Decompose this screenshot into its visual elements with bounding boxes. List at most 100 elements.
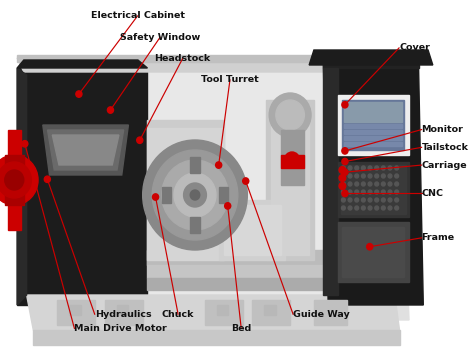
Circle shape — [382, 190, 385, 194]
Polygon shape — [344, 130, 402, 134]
Polygon shape — [217, 305, 228, 315]
Circle shape — [355, 190, 359, 194]
Circle shape — [342, 190, 348, 197]
Circle shape — [342, 148, 348, 154]
Polygon shape — [27, 75, 409, 320]
Polygon shape — [337, 162, 409, 217]
Circle shape — [284, 152, 300, 168]
Circle shape — [395, 166, 399, 170]
Circle shape — [382, 206, 385, 210]
Text: Hydraulics: Hydraulics — [95, 310, 151, 319]
Polygon shape — [340, 165, 406, 214]
Polygon shape — [47, 130, 124, 170]
Text: Bed: Bed — [231, 324, 251, 333]
Circle shape — [137, 137, 143, 143]
Circle shape — [183, 183, 206, 207]
Polygon shape — [17, 55, 404, 62]
Circle shape — [395, 182, 399, 186]
Circle shape — [269, 93, 311, 137]
Polygon shape — [147, 250, 323, 265]
Circle shape — [348, 182, 352, 186]
Circle shape — [342, 169, 348, 175]
Circle shape — [348, 166, 352, 170]
Circle shape — [44, 176, 50, 182]
Circle shape — [368, 190, 372, 194]
Polygon shape — [17, 60, 147, 68]
Circle shape — [225, 203, 231, 209]
Polygon shape — [344, 142, 402, 146]
Polygon shape — [323, 65, 423, 305]
Circle shape — [339, 166, 346, 174]
Circle shape — [362, 206, 365, 210]
Text: Monitor: Monitor — [421, 125, 464, 134]
Polygon shape — [147, 120, 224, 265]
Circle shape — [362, 174, 365, 178]
Polygon shape — [43, 125, 128, 175]
Text: CNC: CNC — [421, 189, 444, 198]
Text: Tailstock: Tailstock — [421, 143, 469, 152]
Circle shape — [382, 174, 385, 178]
Circle shape — [375, 190, 379, 194]
Polygon shape — [271, 105, 309, 255]
Circle shape — [22, 141, 28, 147]
Text: Main Drive Motor: Main Drive Motor — [74, 324, 167, 333]
Polygon shape — [264, 305, 276, 315]
Circle shape — [388, 190, 392, 194]
Circle shape — [341, 190, 345, 194]
Circle shape — [339, 182, 346, 190]
Circle shape — [341, 206, 345, 210]
Circle shape — [0, 155, 38, 205]
Circle shape — [348, 198, 352, 202]
Circle shape — [395, 174, 399, 178]
Polygon shape — [147, 278, 323, 290]
Circle shape — [355, 206, 359, 210]
Circle shape — [375, 198, 379, 202]
Circle shape — [362, 182, 365, 186]
Polygon shape — [219, 187, 228, 203]
Circle shape — [348, 190, 352, 194]
Polygon shape — [33, 330, 400, 345]
Polygon shape — [266, 100, 314, 260]
Polygon shape — [281, 130, 304, 185]
Circle shape — [362, 198, 365, 202]
Polygon shape — [105, 300, 143, 325]
Polygon shape — [57, 300, 95, 325]
Circle shape — [368, 182, 372, 186]
Circle shape — [153, 194, 159, 200]
Polygon shape — [190, 217, 200, 233]
Circle shape — [375, 206, 379, 210]
Polygon shape — [147, 265, 323, 278]
Circle shape — [348, 174, 352, 178]
Circle shape — [362, 190, 365, 194]
Circle shape — [388, 182, 392, 186]
Polygon shape — [69, 305, 81, 315]
Circle shape — [342, 158, 348, 165]
Text: Electrical Cabinet: Electrical Cabinet — [91, 11, 184, 21]
Circle shape — [395, 198, 399, 202]
Text: Chuck: Chuck — [162, 310, 194, 319]
Circle shape — [342, 102, 348, 108]
Circle shape — [368, 174, 372, 178]
Circle shape — [395, 190, 399, 194]
Polygon shape — [344, 136, 402, 140]
Polygon shape — [17, 58, 411, 72]
Polygon shape — [147, 72, 323, 295]
Circle shape — [382, 182, 385, 186]
Circle shape — [216, 162, 222, 168]
Polygon shape — [52, 135, 119, 165]
Text: Cover: Cover — [399, 43, 430, 53]
Circle shape — [382, 166, 385, 170]
Circle shape — [341, 166, 345, 170]
Polygon shape — [323, 58, 419, 68]
Polygon shape — [337, 95, 409, 155]
Polygon shape — [190, 157, 200, 173]
Circle shape — [341, 174, 345, 178]
Circle shape — [395, 206, 399, 210]
Polygon shape — [337, 222, 409, 282]
Circle shape — [174, 173, 216, 217]
Circle shape — [243, 178, 249, 184]
Polygon shape — [117, 305, 128, 315]
Polygon shape — [27, 295, 400, 330]
Circle shape — [355, 166, 359, 170]
Circle shape — [143, 140, 247, 250]
